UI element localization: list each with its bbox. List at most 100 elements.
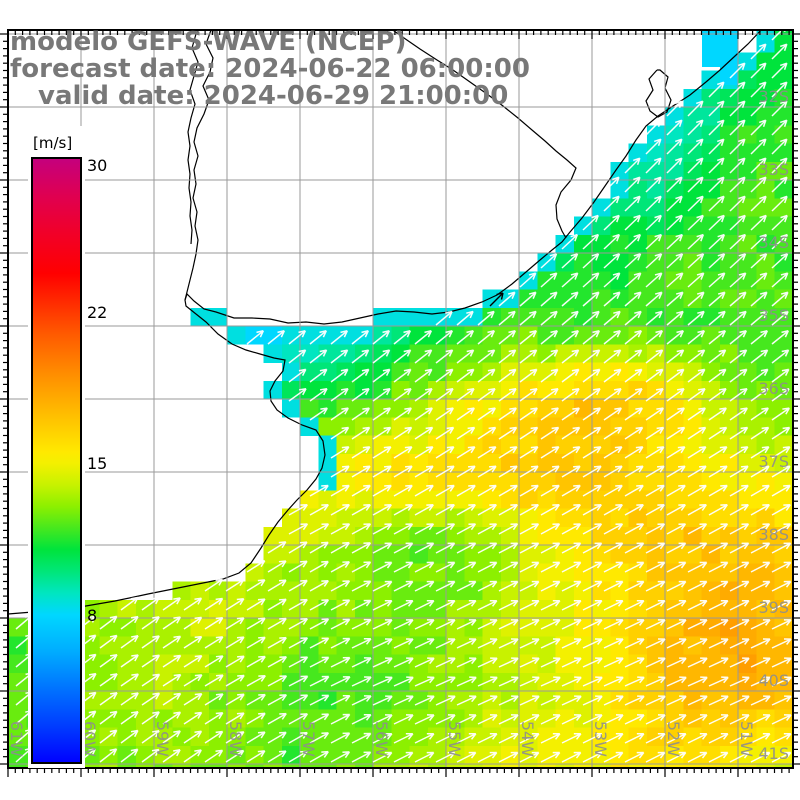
wind-arrow [645,523,666,535]
wind-arrow [162,635,182,649]
wind-arrow [414,484,434,497]
wind-arrow [750,176,767,193]
wind-arrow [729,503,749,516]
wind-speed-cell [373,362,392,382]
wind-arrow [645,714,666,725]
wind-speed-cell [464,581,483,601]
wind-speed-cell [245,618,264,637]
wind-speed-cell [592,198,611,217]
wind-speed-cell [683,180,702,199]
wind-arrow [687,657,708,668]
wind-arrow [435,484,455,497]
wind-arrow [498,732,519,744]
wind-speed-cell [281,581,301,601]
wind-speed-cell [592,289,611,309]
wind-arrow [372,751,393,763]
wind-speed-cell [537,727,556,747]
wind-arrow [771,138,788,155]
wind-arrow [393,542,414,554]
wind-speed-cell [683,453,702,473]
wind-speed-cell [756,180,775,199]
wind-arrow [771,523,792,535]
wind-speed-cell [774,30,793,35]
wind-arrow [624,253,642,269]
wind-speed-cell [135,727,155,747]
wind-arrow [288,731,308,744]
wind-arrow [687,484,707,497]
wind-arrow [561,599,582,611]
wind-speed-cell [610,745,629,765]
wind-arrow [666,233,684,250]
wind-arrow [645,214,662,231]
wind-speed-cell [245,581,264,601]
wind-arrow [708,638,729,649]
lagoon-water-cell [720,67,738,85]
wind-arrow [687,291,705,307]
wind-arrow [750,695,771,706]
wind-arrow [582,561,603,573]
wind-arrow [750,272,768,288]
wind-arrow [309,484,329,497]
uruguay-river-path [184,30,214,301]
wind-speed-cell [701,107,721,126]
wind-arrow [645,119,662,136]
wind-speed-cell [354,599,374,619]
wind-speed-cell [555,362,575,382]
wind-speed-cell [117,745,137,765]
wind-arrow [351,657,372,668]
wind-arrow [162,711,182,725]
wind-arrow [372,368,391,383]
wind-arrow [414,503,434,516]
wind-arrow [750,330,768,345]
wind-arrow [645,446,665,459]
wind-arrow [225,598,245,611]
lon-label: 61W [7,721,26,757]
wind-speed-cell [756,545,775,564]
wind-speed-cell [555,326,575,345]
wind-arrow [624,599,645,611]
wind-arrow [414,330,432,345]
wind-speed-cell [409,490,429,509]
wind-arrow [519,561,540,573]
wind-speed-cell [446,362,465,382]
wind-arrow [603,542,624,554]
wind-arrow [519,503,539,516]
wind-arrow [393,695,414,706]
wind-arrow [435,349,454,364]
wind-arrow [582,638,603,649]
wind-arrow [330,349,349,364]
wind-arrow [729,310,747,326]
wind-arrow [771,407,790,421]
wind-speed-cell [427,563,447,582]
wind-speed-cell [446,417,465,436]
wind-arrow [540,751,561,763]
wind-arrow [687,330,705,345]
wind-arrow [750,310,768,326]
wind-speed-cell [464,526,483,546]
wind-speed-cell [719,161,739,181]
wind-arrow [729,272,747,288]
wind-speed-cell [774,253,793,272]
wind-arrow [708,426,728,440]
wind-speed-cell [719,435,739,455]
wind-arrow [624,426,644,440]
wind-speed-cell [756,34,775,53]
wind-arrow [687,523,708,535]
wind-speed-cell [537,508,556,528]
wind-arrow [729,233,747,250]
wind-arrow [666,214,683,231]
wind-speed-cell [81,618,100,637]
wind-speed-cell [391,380,410,400]
wind-speed-cell [318,526,337,546]
wind-arrow [729,714,750,725]
wind-arrow [771,291,789,307]
wind-speed-cell [555,417,575,436]
wind-speed-cell [154,618,173,637]
colorbar-tick-22: 22 [87,303,107,322]
wind-arrow [750,426,770,440]
wind-speed-cell [628,618,648,637]
wind-arrow [561,465,581,478]
wind-speed-cell [409,399,429,418]
wind-arrow [687,676,708,687]
wind-speed-cell [519,691,538,710]
